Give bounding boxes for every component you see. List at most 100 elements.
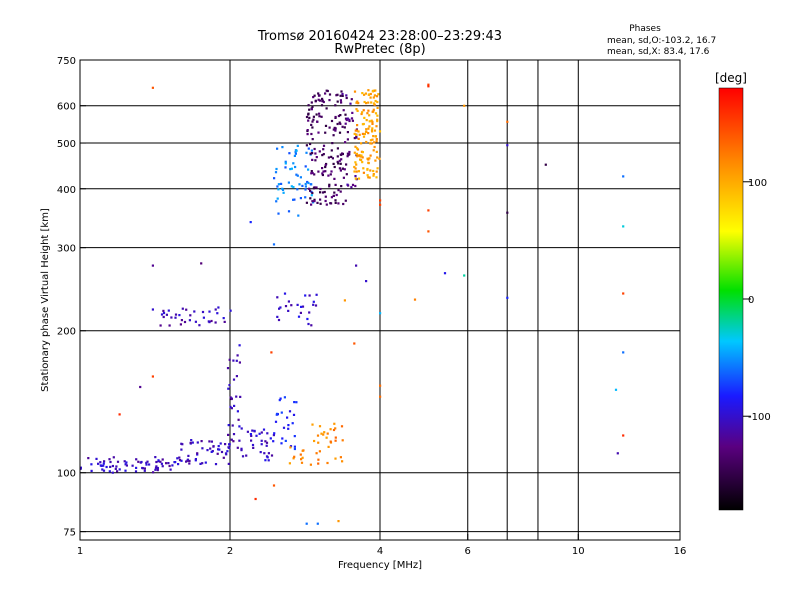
data-point xyxy=(357,154,360,157)
data-point xyxy=(324,124,328,127)
data-point xyxy=(288,462,291,465)
data-point xyxy=(338,121,341,124)
data-point xyxy=(151,264,154,267)
data-point xyxy=(232,433,236,436)
data-point xyxy=(368,120,371,123)
data-point xyxy=(363,116,366,119)
data-point xyxy=(346,117,349,120)
data-point xyxy=(238,439,241,442)
data-point xyxy=(340,425,344,428)
data-point xyxy=(167,309,170,312)
data-point xyxy=(351,183,355,186)
data-point xyxy=(105,465,108,469)
data-point xyxy=(299,197,302,200)
data-point xyxy=(226,450,229,453)
data-point xyxy=(361,156,364,159)
data-point xyxy=(318,450,321,453)
data-point xyxy=(317,92,320,95)
data-point xyxy=(103,460,106,463)
data-point xyxy=(277,318,281,322)
data-point xyxy=(300,305,303,308)
data-point xyxy=(282,191,285,194)
data-point xyxy=(298,183,301,186)
data-point xyxy=(355,133,358,136)
data-point xyxy=(227,424,230,427)
data-point xyxy=(252,446,255,449)
data-point xyxy=(322,153,325,156)
data-point xyxy=(373,141,376,144)
data-point xyxy=(367,176,370,179)
data-point xyxy=(345,96,348,100)
data-point xyxy=(165,462,168,465)
data-point xyxy=(313,173,316,176)
data-point xyxy=(230,407,233,410)
data-point xyxy=(315,293,318,296)
data-point xyxy=(333,165,336,169)
data-point xyxy=(348,119,351,123)
data-point xyxy=(308,108,311,111)
data-point xyxy=(373,129,377,132)
data-point xyxy=(111,464,114,468)
data-point xyxy=(274,420,278,423)
data-point xyxy=(371,89,375,92)
data-point xyxy=(365,119,368,122)
data-point xyxy=(273,177,276,180)
data-point xyxy=(239,395,242,398)
data-point xyxy=(235,395,238,398)
data-point xyxy=(108,470,111,473)
data-point xyxy=(346,131,349,134)
data-point xyxy=(355,170,358,173)
data-point xyxy=(367,93,371,96)
data-point xyxy=(316,201,319,204)
data-point xyxy=(199,462,202,465)
data-point xyxy=(339,114,342,117)
data-point xyxy=(301,456,304,459)
data-point xyxy=(283,292,287,295)
data-point xyxy=(506,120,509,123)
data-point xyxy=(180,319,183,322)
data-point xyxy=(341,94,344,97)
data-point xyxy=(156,467,159,470)
data-point xyxy=(171,464,174,467)
data-point xyxy=(279,397,282,400)
data-point xyxy=(375,170,378,173)
data-point xyxy=(377,93,380,96)
data-point xyxy=(330,170,333,173)
data-point xyxy=(187,454,190,457)
data-point xyxy=(193,310,196,313)
data-point xyxy=(308,294,311,297)
data-point xyxy=(371,138,374,141)
data-points xyxy=(79,83,625,525)
data-point xyxy=(312,118,315,121)
y-tick-label: 400 xyxy=(57,185,76,196)
data-point xyxy=(322,433,325,436)
data-point xyxy=(194,320,197,323)
data-point xyxy=(288,410,292,413)
data-point xyxy=(341,125,344,128)
data-point xyxy=(277,183,280,186)
data-point xyxy=(201,447,204,450)
data-point xyxy=(341,167,344,170)
data-point xyxy=(287,181,290,184)
data-point xyxy=(313,439,316,443)
data-point xyxy=(124,463,127,466)
data-point xyxy=(310,101,313,104)
x-axis-label: Frequency [MHz] xyxy=(338,560,422,571)
data-point xyxy=(374,99,377,103)
data-point xyxy=(217,306,220,309)
data-point xyxy=(334,115,337,119)
data-point xyxy=(241,455,245,458)
data-point xyxy=(275,167,278,171)
data-point xyxy=(317,94,321,97)
data-point xyxy=(283,396,286,399)
data-point xyxy=(344,113,347,116)
data-point xyxy=(372,102,376,105)
data-point xyxy=(299,453,302,456)
data-point xyxy=(355,135,358,138)
data-point xyxy=(332,134,335,137)
data-point xyxy=(311,120,314,123)
data-point xyxy=(317,458,320,461)
data-point xyxy=(304,185,307,188)
data-point xyxy=(95,457,98,460)
data-point xyxy=(362,167,365,170)
